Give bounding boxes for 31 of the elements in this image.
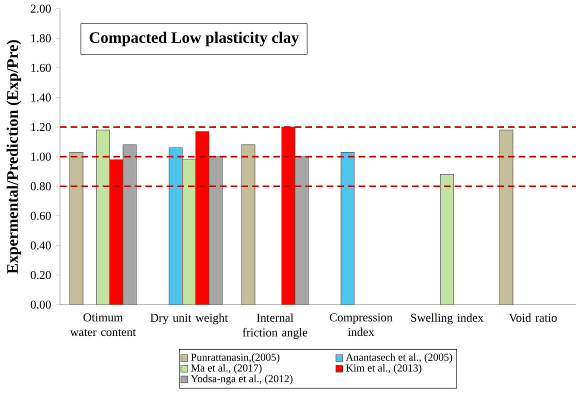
legend-label: Yodsa-nga et al., (2012) [190,374,293,384]
x-tick-label: Compression index [330,313,392,336]
bar [96,130,110,305]
annotation: Compacted Low plasticity clay [90,32,299,46]
legend-label: Punrattanasin,(2005) [191,353,280,363]
y-tick-label: 1.60 [31,64,51,72]
y-axis-title: Expermental/Prediction (Exp/Pre) [6,40,22,274]
y-tick-label: 1.80 [31,34,51,42]
legend-label: Ma et al., (2017) [191,364,262,374]
y-tick-label: 0.60 [30,212,51,220]
x-tick-label: Void ratio [508,313,557,322]
x-tick-label: Internal friction angle [242,313,308,339]
legend-label: Anantasech et al., (2005) [346,353,452,363]
bar [69,152,84,305]
y-tick-label: 0.20 [30,270,51,280]
legend-label: Kim et al., (2013) [346,364,422,374]
x-tick-label: Dry unit weight [150,313,228,324]
y-tick-label: 1.40 [31,93,51,102]
x-tick-label: Otimum water content [70,313,136,336]
bar [182,159,196,305]
y-tick-label: 0.00 [30,300,51,309]
bar [241,144,256,305]
y-tick-label: 1.20 [31,122,51,132]
y-tick-label: 0.80 [30,182,51,190]
y-tick-label: 1.00 [31,152,51,161]
bar [499,130,514,305]
bar [440,174,454,305]
y-tick-label: 0.40 [30,241,51,250]
y-tick-label: 2.00 [30,4,51,13]
bar [340,152,355,305]
x-tick-label: Swelling index [411,313,484,324]
